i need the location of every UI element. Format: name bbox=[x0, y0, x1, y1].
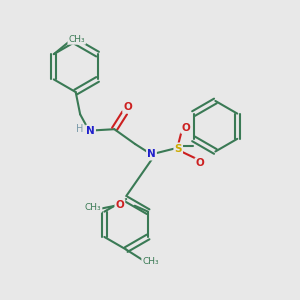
Text: CH₃: CH₃ bbox=[85, 203, 101, 212]
Text: S: S bbox=[175, 143, 182, 154]
Text: N: N bbox=[147, 149, 156, 160]
Text: N: N bbox=[86, 126, 95, 136]
Text: CH₃: CH₃ bbox=[68, 35, 85, 44]
Text: O: O bbox=[181, 123, 190, 133]
Text: CH₃: CH₃ bbox=[142, 257, 159, 266]
Text: O: O bbox=[123, 103, 132, 112]
Text: O: O bbox=[116, 200, 124, 209]
Text: O: O bbox=[196, 158, 204, 168]
Text: H: H bbox=[76, 124, 83, 134]
